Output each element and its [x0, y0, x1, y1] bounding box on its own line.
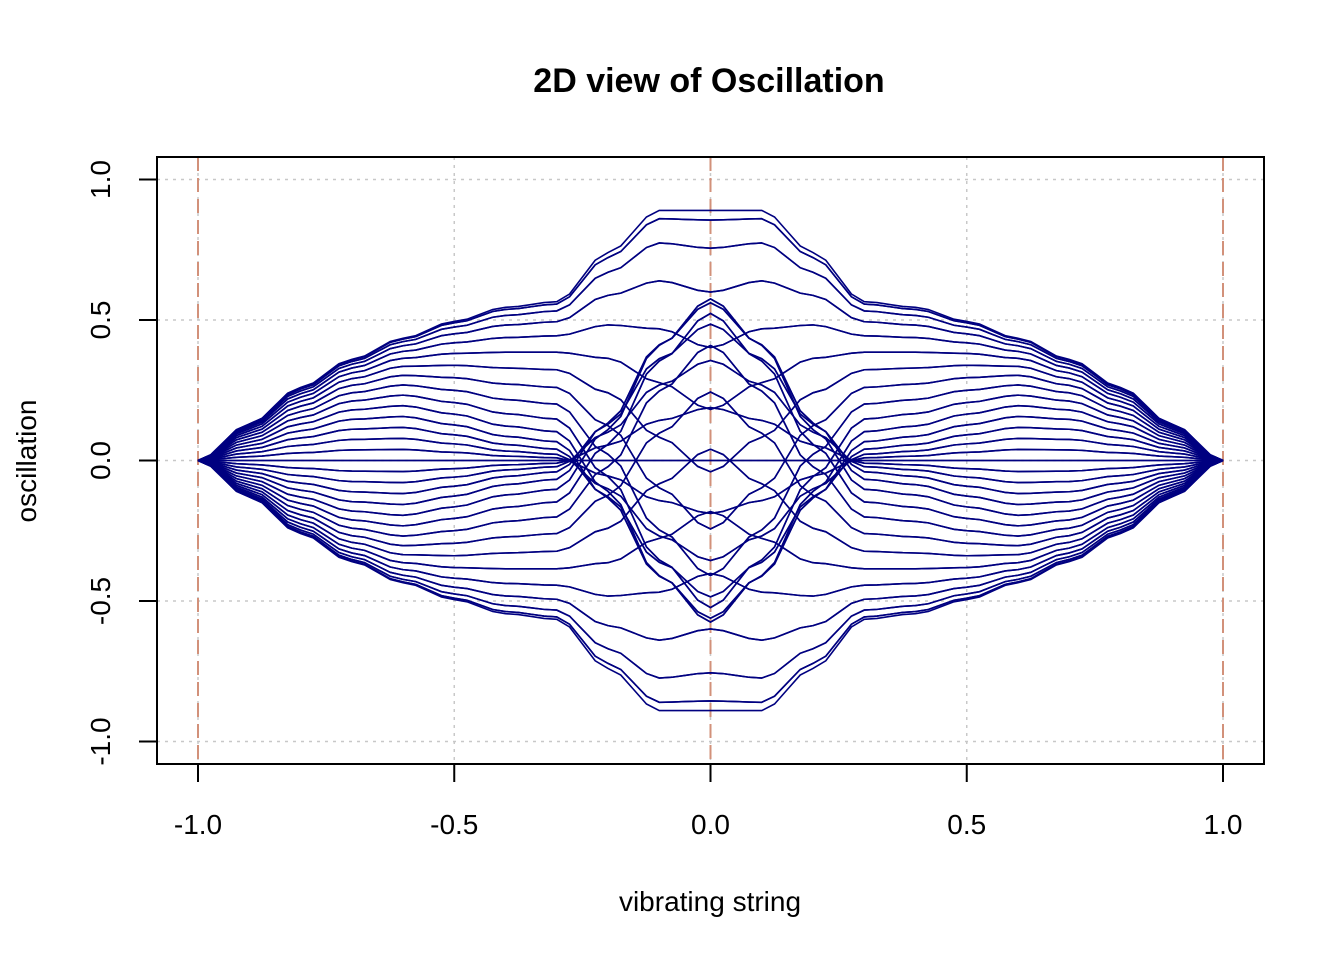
series-line-56 [197, 324, 1224, 462]
y-tick-label-2: 0.0 [85, 441, 116, 480]
x-tick-label-3: 0.5 [947, 809, 986, 840]
series-line-47 [197, 437, 1224, 562]
series-line-57 [197, 280, 1224, 462]
x-axis: -1.0 -0.5 0.0 0.5 1.0 [174, 763, 1243, 840]
series-line-31 [197, 459, 1224, 704]
series-line-54 [197, 364, 1224, 473]
series-line-34 [197, 459, 1224, 597]
series-line-37 [197, 391, 1224, 547]
series-line-58 [197, 242, 1224, 462]
series-line-38 [197, 344, 1224, 537]
series-line-40 [197, 297, 1224, 517]
x-tick-label-0: -1.0 [174, 809, 222, 840]
y-axis-label: oscillation [11, 400, 42, 523]
series-line-59 [197, 217, 1224, 462]
y-axis: -1.0 -0.5 0.0 0.5 1.0 [85, 160, 158, 766]
series-line-44 [197, 406, 1224, 473]
series-line-33 [197, 459, 1224, 641]
x-tick-label-1: -0.5 [430, 809, 478, 840]
y-tick-label-4: 1.0 [85, 160, 116, 199]
series-line-39 [197, 312, 1224, 527]
x-axis-label: vibrating string [619, 886, 801, 917]
x-tick-label-4: 1.0 [1204, 809, 1243, 840]
series-line-55 [197, 351, 1224, 462]
series-line-32 [197, 459, 1224, 679]
x-tick-label-2: 0.0 [691, 809, 730, 840]
y-tick-label-3: 0.5 [85, 301, 116, 340]
y-tick-label-1: -0.5 [85, 577, 116, 625]
series-line-51 [197, 394, 1224, 609]
curves [197, 209, 1224, 712]
series-line-41 [197, 301, 1224, 506]
series-line-36 [197, 448, 1224, 557]
series-line-46 [197, 448, 1224, 515]
series-line-48 [197, 426, 1224, 598]
series-line-49 [197, 415, 1224, 620]
series-line-53 [197, 374, 1224, 530]
y-tick-label-0: -1.0 [85, 717, 116, 765]
series-line-35 [197, 459, 1224, 570]
chart-title: 2D view of Oscillation [533, 62, 884, 100]
series-line-43 [197, 359, 1224, 484]
series-line-50 [197, 404, 1224, 624]
series-line-52 [197, 384, 1224, 577]
series-line-42 [197, 323, 1224, 495]
